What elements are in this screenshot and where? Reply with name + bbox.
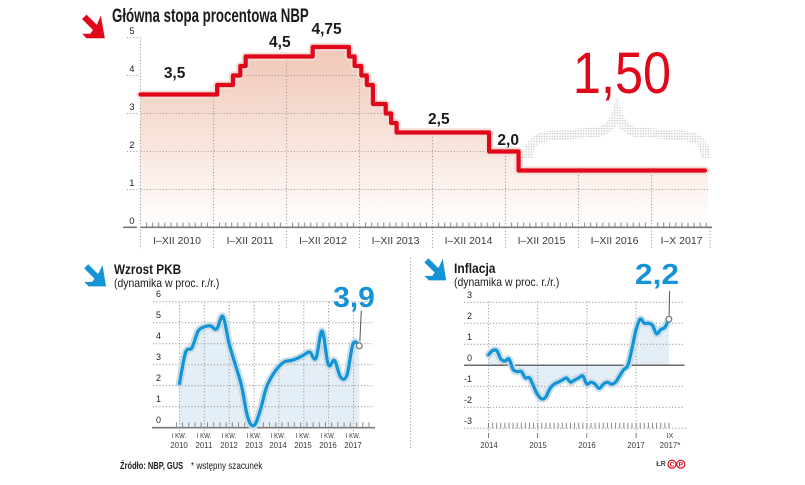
- svg-text:P: P: [679, 462, 684, 469]
- svg-text:C: C: [670, 462, 675, 469]
